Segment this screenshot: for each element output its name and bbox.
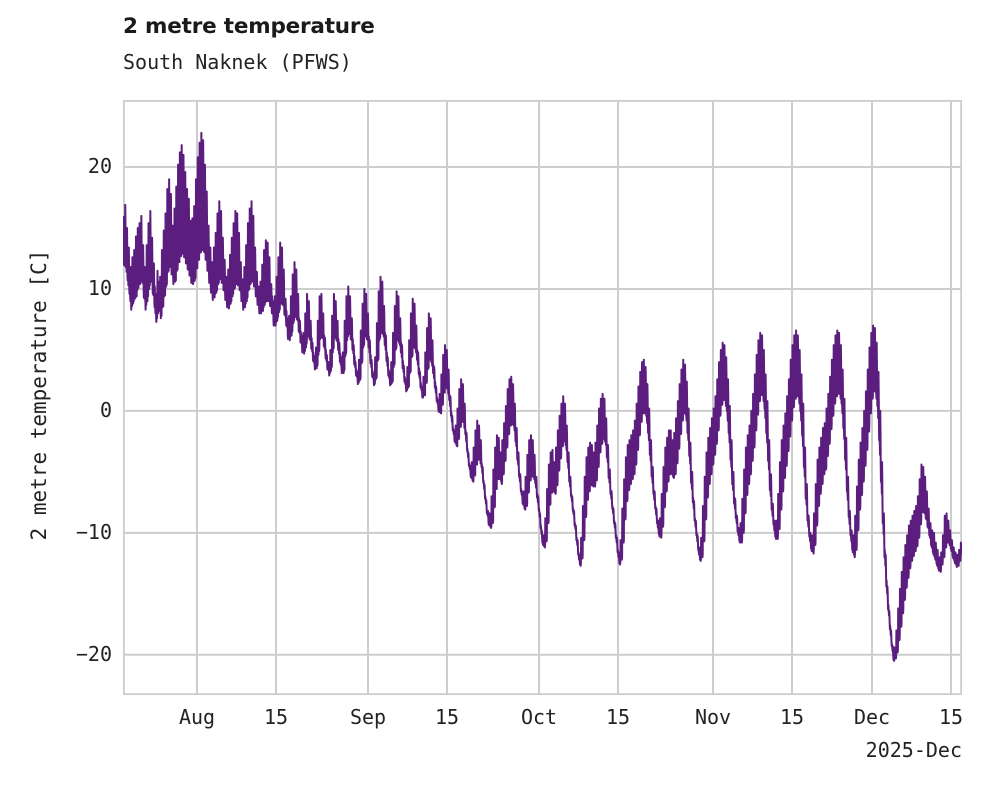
x-tick-label: 15 <box>263 705 289 729</box>
x-tick-label: Nov <box>694 705 732 729</box>
x-tick-label: 15 <box>938 705 964 729</box>
x-axis-offset-label: 2025-Dec <box>865 738 962 762</box>
plot-area <box>123 100 962 695</box>
x-tick-label: Aug <box>178 705 216 729</box>
chart-subtitle: South Naknek (PFWS) <box>123 50 352 74</box>
temperature-series-line <box>123 131 962 662</box>
y-tick-label: −20 <box>75 641 112 666</box>
y-tick-label: 10 <box>87 275 112 300</box>
y-tick-label: −10 <box>75 519 112 544</box>
plot-svg <box>123 100 962 695</box>
plot-frame <box>123 100 962 695</box>
x-tick-label: Sep <box>349 705 387 729</box>
y-tick-label: 20 <box>87 154 112 179</box>
x-tick-label: Oct <box>520 705 558 729</box>
x-tick-label: Dec <box>853 705 891 729</box>
chart-title: 2 metre temperature <box>123 14 375 39</box>
y-axis-ticks: 20 10 0 −10 −20 <box>0 0 112 785</box>
x-tick-label: 15 <box>434 705 460 729</box>
x-tick-label: 15 <box>605 705 631 729</box>
y-tick-label: 0 <box>99 397 112 422</box>
x-tick-label: 15 <box>779 705 805 729</box>
